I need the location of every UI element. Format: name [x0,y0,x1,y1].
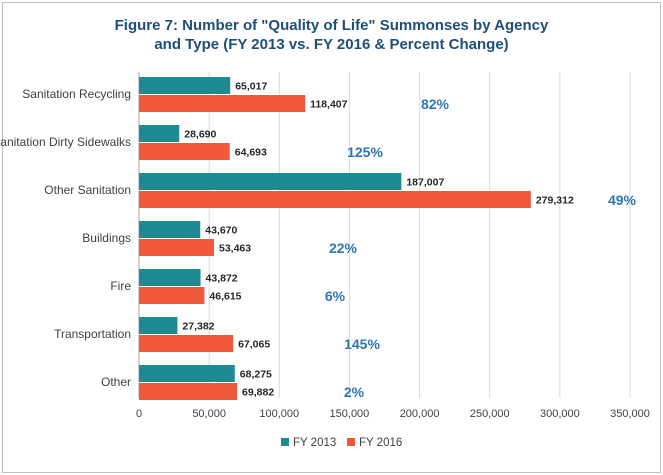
x-tick-label: 100,000 [259,408,299,420]
x-tick-label: 350,000 [610,408,650,420]
percent-change-label: 82% [421,96,450,112]
fy2016-bar [139,335,234,352]
data-label: 69,882 [242,387,274,399]
data-label: 68,275 [240,369,272,381]
percent-change-label: 22% [329,240,358,256]
fy2016-bar [139,239,215,256]
data-label: 43,872 [206,273,238,285]
legend-swatch [347,438,355,446]
data-label: 27,382 [182,321,214,333]
data-label: 64,693 [235,147,267,159]
fy2016-bar [139,143,230,160]
x-tick-label: 150,000 [330,408,370,420]
chart-title-line-1: Figure 7: Number of "Quality of Life" Su… [114,17,549,34]
fy2013-bar [139,125,180,142]
data-label: 187,007 [406,177,444,189]
fy2013-bar [139,173,402,190]
category-label: Transportation [54,327,131,341]
data-label: 67,065 [238,339,270,351]
data-label: 65,017 [235,81,267,93]
x-tick-label: 250,000 [470,408,510,420]
fy2016-bar [139,95,306,112]
category-label: Other Sanitation [44,183,131,197]
category-label: Sanitation Recycling [22,87,131,101]
data-label: 118,407 [310,99,348,111]
fy2016-bar [139,191,531,208]
fy2016-bar [139,383,238,400]
legend-swatch [281,438,289,446]
data-label: 53,463 [219,243,251,255]
category-label: Other [101,375,131,389]
fy2013-bar [139,221,201,238]
legend-label: FY 2013 [293,437,336,449]
chart-title: Figure 7: Number of "Quality of Life" Su… [0,16,663,54]
fy2016-bar [139,287,205,304]
category-label: Buildings [82,231,131,245]
percent-change-label: 145% [344,336,380,352]
fy2013-bar [139,77,231,94]
x-tick-label: 200,000 [400,408,440,420]
data-label: 46,615 [209,291,241,303]
fy2013-bar [139,365,235,382]
category-label: Sanitation Dirty Sidewalks [0,135,131,149]
data-label: 43,670 [205,225,237,237]
x-tick-label: 300,000 [540,408,580,420]
fy2013-bar [139,317,178,334]
percent-change-label: 6% [325,288,346,304]
chart-title-line-2: and Type (FY 2013 vs. FY 2016 & Percent … [154,36,509,53]
percent-change-label: 49% [608,192,637,208]
data-label: 279,312 [536,195,574,207]
category-label: Fire [110,279,131,293]
fy2013-bar [139,269,201,286]
legend-label: FY 2016 [359,437,402,449]
x-tick-label: 0 [136,408,142,420]
x-tick-label: 50,000 [192,408,226,420]
percent-change-label: 125% [347,144,383,160]
data-label: 28,690 [184,129,216,141]
percent-change-label: 2% [344,384,365,400]
